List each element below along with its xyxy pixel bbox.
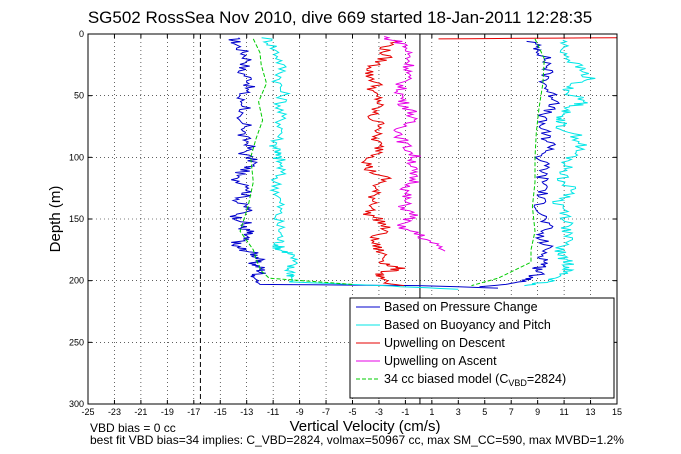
x-tick-label: -5 — [348, 407, 356, 417]
x-tick-label: -19 — [161, 407, 174, 417]
x-tick-label: -21 — [134, 407, 147, 417]
y-tick-label: 300 — [69, 399, 84, 409]
series-line-4-1 — [471, 38, 545, 287]
y-tick-label: 100 — [69, 152, 84, 162]
y-tick-label: 0 — [79, 29, 84, 39]
x-tick-label: -7 — [322, 407, 330, 417]
legend-label-0: Based on Pressure Change — [384, 300, 538, 314]
x-tick-label: 11 — [559, 407, 568, 417]
x-tick-label: -25 — [81, 407, 94, 417]
legend-label-4: 34 cc biased model (CVBD=2824) — [384, 372, 566, 388]
y-tick-label: 200 — [69, 276, 84, 286]
legend-label-main: 34 cc biased model (C — [384, 372, 508, 386]
legend-label-end: =2824) — [527, 372, 566, 386]
series-line-1-0 — [261, 37, 459, 290]
x-tick-label: 9 — [535, 407, 540, 417]
x-tick-label: -15 — [214, 407, 227, 417]
series-line-1-1 — [524, 39, 596, 287]
series-line-2-0 — [360, 39, 406, 287]
legend-label-subscript: VBD — [508, 378, 527, 388]
y-tick-label: 50 — [74, 91, 84, 101]
x-tick-label: 5 — [482, 407, 487, 417]
series-line-0-0 — [228, 37, 499, 289]
x-tick-label: 1 — [429, 407, 434, 417]
x-tick-label: -13 — [240, 407, 253, 417]
chart-title: SG502 RossSea Nov 2010, dive 669 started… — [88, 8, 592, 27]
x-tick-label: 3 — [456, 407, 461, 417]
footer-best-fit: best fit VBD bias=34 implies: C_VBD=2824… — [90, 433, 624, 447]
series-line-0-1 — [479, 40, 561, 288]
series-line-2-1 — [438, 37, 618, 40]
series-line-4-0 — [239, 38, 353, 285]
legend: Based on Pressure Change Based on Buoyanc… — [349, 297, 615, 399]
y-axis-label: Depth (m) — [47, 186, 64, 253]
x-tick-label: 7 — [509, 407, 514, 417]
footer-vbd-bias: VBD bias = 0 cc — [90, 421, 176, 435]
x-axis-label: Vertical Velocity (cm/s) — [290, 418, 441, 435]
legend-label-3: Upwelling on Ascent — [384, 354, 497, 368]
legend-label-1: Based on Buoyancy and Pitch — [384, 318, 551, 332]
x-tick-label: -3 — [375, 407, 383, 417]
x-tick-label: 15 — [612, 407, 622, 417]
x-tick-label: -23 — [108, 407, 121, 417]
legend-label-2: Upwelling on Descent — [384, 336, 505, 350]
data-series — [228, 36, 618, 290]
x-tick-label: 13 — [586, 407, 596, 417]
x-tick-label: -1 — [401, 407, 409, 417]
x-tick-label: -11 — [267, 407, 279, 417]
series-line-3-0 — [383, 36, 446, 252]
legend-box — [349, 297, 615, 399]
axis-ticks: -25 -23 -21 -19 -17 -15 -13 -11 -9 -7 -5 -3 -1 1 3 5 7 9 1… — [69, 29, 622, 417]
x-tick-label: -9 — [296, 407, 304, 417]
y-tick-label: 250 — [69, 337, 84, 347]
y-tick-label: 150 — [69, 214, 84, 224]
x-tick-label: -17 — [187, 407, 200, 417]
